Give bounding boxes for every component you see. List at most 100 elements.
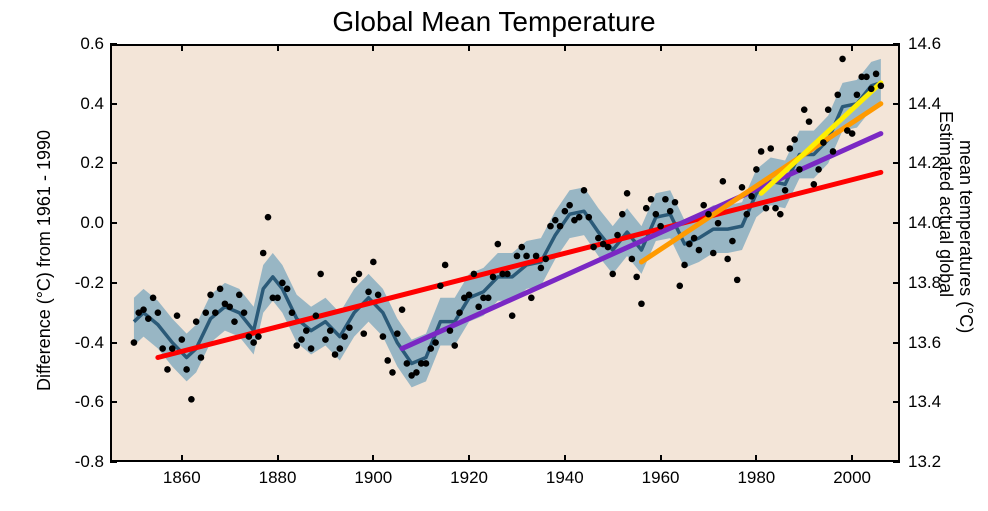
y-tick-left	[110, 401, 117, 403]
data-point	[423, 360, 430, 367]
data-point	[451, 342, 458, 349]
data-point	[782, 187, 789, 194]
x-tick	[277, 455, 279, 462]
x-tick-top	[755, 44, 757, 51]
data-point	[317, 271, 324, 278]
data-point	[246, 333, 253, 340]
data-point	[686, 241, 693, 248]
y-tick-label-right: 14.2	[908, 153, 941, 173]
x-tick-label: 1900	[354, 468, 392, 488]
data-point	[284, 286, 291, 293]
x-tick-label: 1980	[737, 468, 775, 488]
data-point	[384, 357, 391, 364]
data-point	[490, 274, 497, 281]
data-point	[250, 339, 257, 346]
data-point	[657, 223, 664, 230]
y-tick-right	[893, 461, 900, 463]
data-point	[787, 145, 794, 152]
data-point	[691, 235, 698, 242]
data-point	[360, 330, 367, 337]
data-point	[274, 294, 281, 301]
data-point	[279, 280, 286, 287]
data-point	[380, 333, 387, 340]
data-point	[404, 360, 411, 367]
data-point	[337, 345, 344, 352]
data-point	[590, 244, 597, 251]
data-point	[528, 294, 535, 301]
y-tick-label-left: -0.6	[60, 392, 104, 412]
x-tick-label: 2000	[833, 468, 871, 488]
data-point	[839, 56, 846, 63]
data-point	[533, 253, 540, 260]
smoothed-line	[134, 83, 881, 364]
x-tick	[372, 455, 374, 462]
data-point	[576, 214, 583, 221]
data-point	[715, 220, 722, 227]
data-point	[179, 336, 186, 343]
data-point	[763, 205, 770, 212]
data-point	[748, 193, 755, 200]
data-point	[672, 199, 679, 206]
data-point	[643, 205, 650, 212]
data-point	[131, 339, 138, 346]
data-point	[255, 333, 262, 340]
y-tick-label-right: 13.8	[908, 273, 941, 293]
x-tick-top	[468, 44, 470, 51]
data-point	[720, 178, 727, 185]
data-point	[585, 214, 592, 221]
x-tick-top	[277, 44, 279, 51]
data-point	[849, 130, 856, 137]
data-point	[523, 253, 530, 260]
data-point	[878, 83, 885, 90]
data-point	[155, 309, 162, 316]
data-point	[475, 303, 482, 310]
y-tick-right	[893, 222, 900, 224]
data-point	[432, 339, 439, 346]
data-point	[557, 223, 564, 230]
data-point	[308, 345, 315, 352]
data-point	[140, 306, 147, 313]
data-point	[753, 166, 760, 173]
x-tick-label: 1880	[259, 468, 297, 488]
data-point	[873, 71, 880, 78]
y-tick-label-right: 14.4	[908, 94, 941, 114]
data-point	[442, 262, 449, 269]
data-point	[552, 217, 559, 224]
data-point	[265, 214, 272, 221]
y-tick-left	[110, 222, 117, 224]
data-point	[566, 202, 573, 209]
y-tick-label-left: -0.4	[60, 333, 104, 353]
y-tick-left	[110, 342, 117, 344]
data-point	[547, 223, 554, 230]
data-point	[169, 345, 176, 352]
data-point	[226, 303, 233, 310]
data-point	[830, 148, 837, 155]
y-tick-right	[893, 103, 900, 105]
data-point	[485, 294, 492, 301]
y-tick-label-right: 13.2	[908, 452, 941, 472]
data-point	[174, 312, 181, 319]
data-point	[791, 136, 798, 143]
data-point	[729, 238, 736, 245]
data-point	[394, 330, 401, 337]
x-tick-label: 1960	[642, 468, 680, 488]
y-tick-label-left: 0.6	[60, 34, 104, 54]
data-point	[614, 232, 621, 239]
data-point	[188, 396, 195, 403]
y-tick-left	[110, 103, 117, 105]
y-tick-left	[110, 162, 117, 164]
data-point	[633, 274, 640, 281]
data-point	[743, 211, 750, 218]
x-tick	[468, 455, 470, 462]
data-point	[399, 306, 406, 313]
data-point	[772, 205, 779, 212]
y-tick-right	[893, 401, 900, 403]
y-tick-right	[893, 282, 900, 284]
x-tick-label: 1940	[546, 468, 584, 488]
data-point	[207, 292, 214, 299]
y-tick-right	[893, 43, 900, 45]
data-point	[303, 327, 310, 334]
x-tick	[851, 455, 853, 462]
data-point	[619, 211, 626, 218]
data-point	[183, 366, 190, 373]
